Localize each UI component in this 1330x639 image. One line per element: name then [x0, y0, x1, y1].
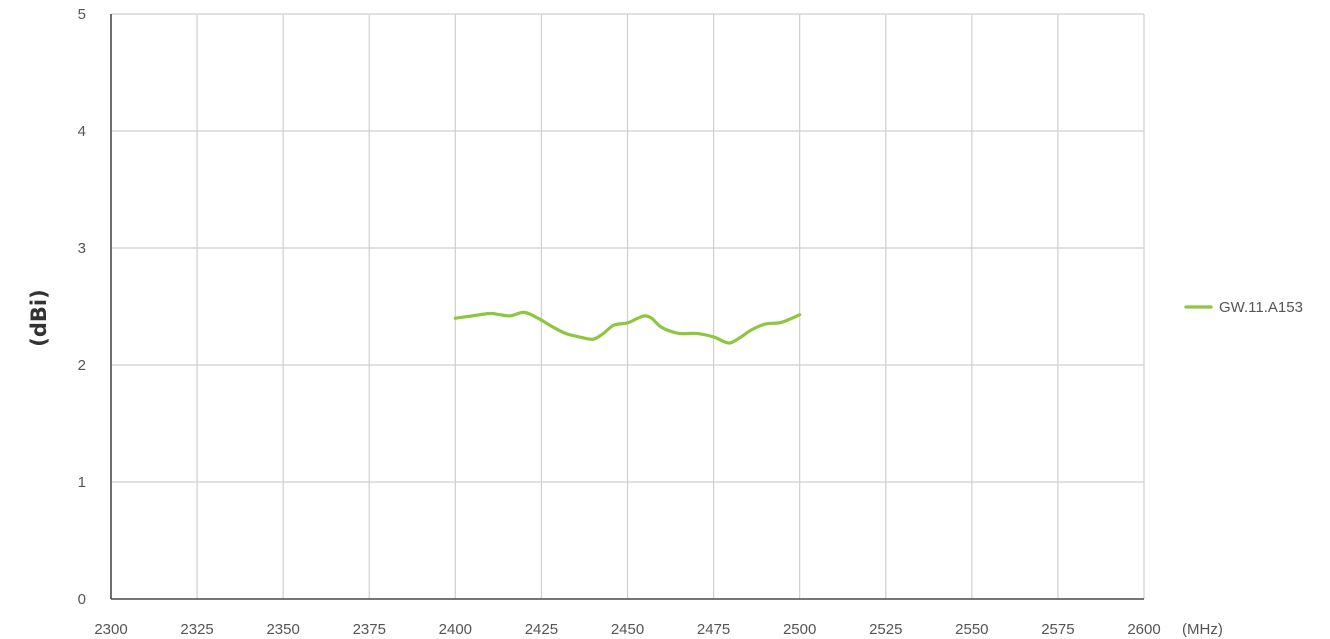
- x-tick-label: 2300: [94, 621, 127, 638]
- x-tick-label: 2425: [525, 621, 558, 638]
- legend-label: GW.11.A153: [1219, 299, 1303, 316]
- legend: GW.11.A153: [1184, 299, 1303, 316]
- y-tick-label: 0: [78, 591, 86, 608]
- y-tick-label: 3: [78, 240, 86, 257]
- plot-frame: [110, 14, 1144, 600]
- x-tick-label: 2600: [1127, 621, 1160, 638]
- x-axis-unit-label: (MHz): [1182, 621, 1223, 638]
- x-tick-label: 2375: [353, 621, 386, 638]
- x-tick-label: 2550: [955, 621, 988, 638]
- x-tick-label: 2500: [783, 621, 816, 638]
- x-tick-label: 2400: [439, 621, 472, 638]
- y-axis-title: (dBi): [27, 289, 51, 346]
- series-line-gw-11-a153: [453, 310, 802, 345]
- y-tick-label: 1: [78, 474, 86, 491]
- x-tick-label: 2450: [611, 621, 644, 638]
- x-tick-label: 2350: [266, 621, 299, 638]
- y-tick-label: 2: [78, 357, 86, 374]
- x-tick-label: 2325: [180, 621, 213, 638]
- x-tick-label: 2525: [869, 621, 902, 638]
- x-tick-label: 2575: [1041, 621, 1074, 638]
- grid: [110, 13, 1145, 600]
- y-tick-label: 5: [78, 6, 86, 23]
- tick-labels: 2300 2325 2350 2375 2400 2425 2450 2475 2500 2525…: [78, 6, 1161, 638]
- series-layer: [453, 310, 802, 345]
- y-tick-label: 4: [78, 123, 86, 140]
- x-tick-label: 2475: [697, 621, 730, 638]
